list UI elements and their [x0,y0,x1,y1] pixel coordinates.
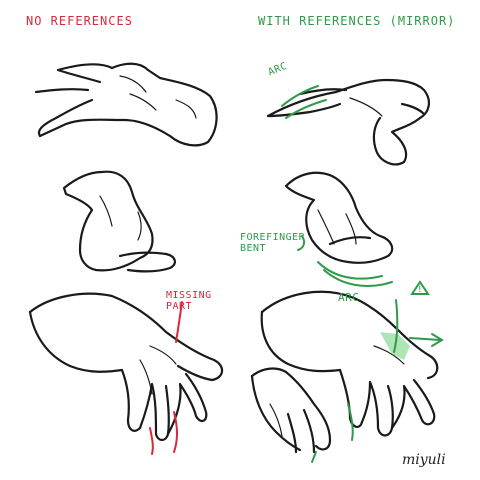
green-arc-stroke-top-1 [281,85,319,107]
hand-sketch-right-2 [284,171,394,264]
hand-sketch-right-1 [266,78,430,166]
label-missing-part: MISSING PART [166,290,212,312]
green-pointer-line [393,299,399,353]
hand-sketch-left-3 [28,292,224,442]
red-motion-mark-2 [173,411,178,453]
warning-triangle-mark: ! [418,285,422,295]
green-arrow-shaft [409,337,441,341]
red-motion-mark-1 [149,427,154,455]
red-pointer-line [175,301,183,343]
hand-sketch-left-1 [34,62,218,147]
green-motion-mark-1 [347,403,354,441]
label-arc-middle: ARC [338,291,360,304]
green-arc-stroke-middle-2 [323,269,393,287]
green-pointer-forefinger [297,235,306,251]
header-with-references: WITH REFERENCES (MIRROR) [258,14,456,28]
green-motion-mark-2 [311,451,317,463]
artist-signature: miyuli [402,452,446,468]
hand-sketch-left-2 [62,170,176,273]
warning-triangle-icon [410,280,430,295]
hand-sketch-right-4 [250,367,332,454]
hand-sketch-right-3 [260,290,439,437]
header-no-references: NO REFERENCES [26,14,133,28]
green-arrow-head [431,333,444,347]
green-arc-stroke-top-2 [285,99,327,119]
green-arc-stroke-middle-1 [317,261,383,280]
label-forefinger-bent: FOREFINGER BENT [240,232,306,254]
